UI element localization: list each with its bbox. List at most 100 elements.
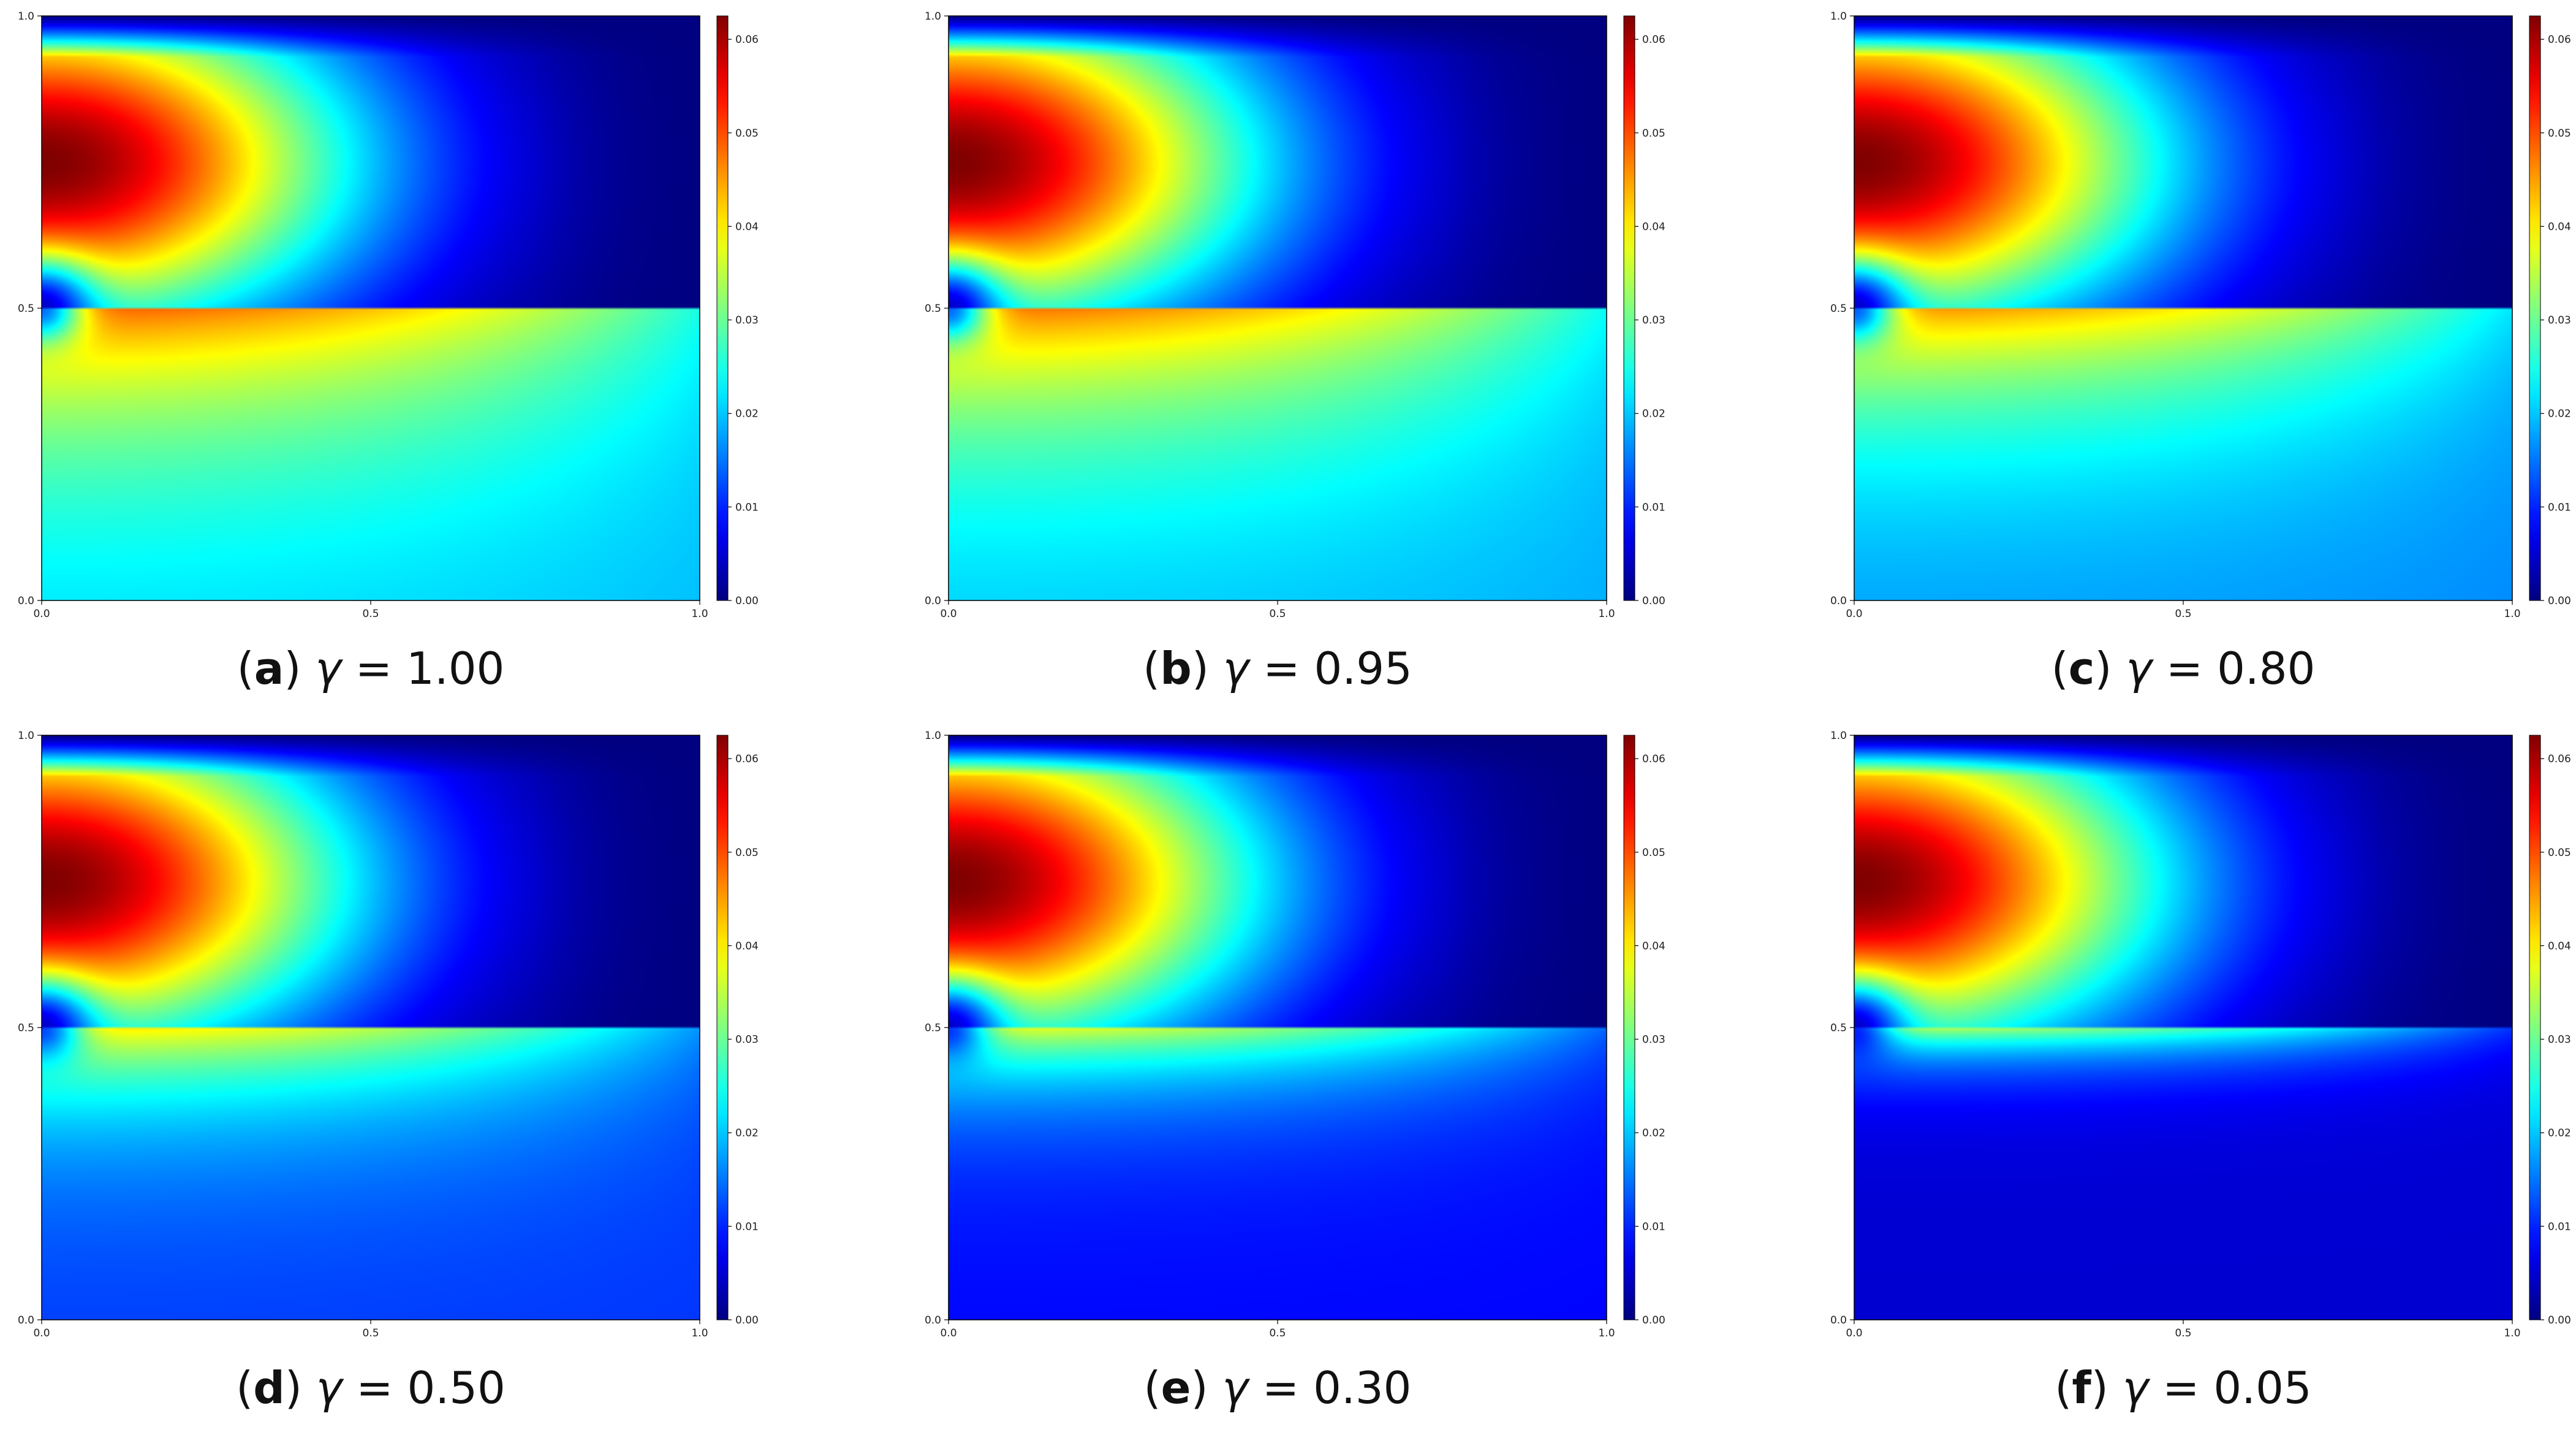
colorbar-tick-label: 0.03 <box>1642 1034 1665 1046</box>
caption-paren-close: ) <box>2094 643 2126 694</box>
x-tick-label: 0.5 <box>2175 608 2191 620</box>
y-tick-label: 0.5 <box>18 303 34 315</box>
x-tick-label: 1.0 <box>2504 608 2520 620</box>
colorbar-tick-label: 0.06 <box>735 753 759 765</box>
colorbar-tick-label: 0.06 <box>1642 753 1665 765</box>
y-tick-label: 0.5 <box>1830 1022 1847 1034</box>
panel-a: 0.0 0.5 1.0 0.0 0.5 1.0 0.00 0.01 0.02 0.03 0.04 0.… <box>18 10 759 694</box>
caption-paren-close: ) <box>1192 643 1223 694</box>
panel-d: 0.0 0.5 1.0 0.0 0.5 1.0 0.00 0.01 0.02 0.03 0.04 0.… <box>18 730 759 1414</box>
caption-letter: b <box>1160 643 1192 694</box>
panel-e: 0.0 0.5 1.0 0.0 0.5 1.0 0.00 0.01 0.02 0.03 0.04 0.… <box>925 730 1665 1414</box>
colorbar-tick-label: 0.02 <box>1642 1127 1665 1140</box>
x-tick-label: 0.5 <box>362 608 379 620</box>
panel-f: 0.0 0.5 1.0 0.0 0.5 1.0 0.00 0.01 0.02 0.03 0.04 0.… <box>1830 730 2571 1414</box>
colorbar-tick-label: 0.01 <box>2548 1221 2571 1233</box>
colorbar-tick-label: 0.04 <box>2548 221 2571 233</box>
x-tick-label: 0.0 <box>33 608 50 620</box>
x-tick-label: 0.0 <box>1846 608 1862 620</box>
caption-paren-close: ) <box>284 643 315 694</box>
x-tick-label: 1.0 <box>1598 1327 1615 1339</box>
y-tick-label: 0.5 <box>1830 303 1847 315</box>
caption-value: 0.50 <box>407 1362 506 1414</box>
caption-paren-open: ( <box>1144 1362 1161 1414</box>
panel-caption: (a) γ = 1.00 <box>237 643 505 694</box>
colorbar-tick-label: 0.05 <box>1642 127 1665 140</box>
y-tick-label: 1.0 <box>1830 730 1847 742</box>
panel-caption: (e) γ = 0.30 <box>1144 1362 1412 1414</box>
colorbar-tick-label: 0.00 <box>735 595 759 607</box>
caption-letter: e <box>1161 1362 1191 1414</box>
colorbar-tick-label: 0.06 <box>2548 753 2571 765</box>
colorbar-tick-label: 0.00 <box>2548 595 2571 607</box>
heatmap-image <box>1854 735 2512 1320</box>
panels: 0.0 0.5 1.0 0.0 0.5 1.0 0.00 0.01 0.02 0.03 0.04 0.… <box>18 10 2571 1414</box>
colorbar-tick-label: 0.01 <box>735 1221 759 1233</box>
panel-caption: (d) γ = 0.50 <box>236 1362 506 1414</box>
caption-symbol: γ <box>2126 643 2154 694</box>
caption-paren-close: ) <box>2091 1362 2123 1414</box>
colorbar-tick-label: 0.03 <box>2548 314 2571 327</box>
y-tick-label: 0.0 <box>925 1314 941 1327</box>
panel-caption: (c) γ = 0.80 <box>2051 643 2316 694</box>
colorbar-tick-label: 0.00 <box>1642 1314 1665 1327</box>
colorbar-tick-label: 0.03 <box>735 314 759 327</box>
colorbar-tick-label: 0.03 <box>1642 314 1665 327</box>
colorbar-tick-label: 0.00 <box>2548 1314 2571 1327</box>
caption-operator: = <box>1249 643 1314 694</box>
colorbar-tick-label: 0.05 <box>735 847 759 859</box>
colorbar-tick-label: 0.01 <box>1642 1221 1665 1233</box>
caption-paren-open: ( <box>237 643 254 694</box>
colorbar-tick-label: 0.03 <box>2548 1034 2571 1046</box>
colorbar <box>2529 15 2541 601</box>
caption-value: 0.05 <box>2213 1362 2311 1414</box>
caption-symbol: γ <box>316 1362 344 1414</box>
colorbar-tick-label: 0.03 <box>735 1034 759 1046</box>
panel-caption: (b) γ = 0.95 <box>1143 643 1412 694</box>
colorbar-tick-label: 0.04 <box>1642 221 1665 233</box>
y-tick-label: 0.5 <box>925 303 941 315</box>
colorbar-tick-label: 0.06 <box>1642 34 1665 46</box>
colorbar-tick-label: 0.04 <box>2548 940 2571 952</box>
y-tick-label: 0.0 <box>18 595 34 607</box>
x-tick-label: 1.0 <box>2504 1327 2520 1339</box>
colorbar-tick-label: 0.05 <box>2548 127 2571 140</box>
y-tick-label: 1.0 <box>18 10 34 23</box>
colorbar-tick-label: 0.04 <box>735 940 759 952</box>
colorbar <box>716 15 729 601</box>
colorbar-tick-label: 0.06 <box>735 34 759 46</box>
x-tick-label: 1.0 <box>691 1327 708 1339</box>
y-tick-label: 1.0 <box>925 10 941 23</box>
y-tick-label: 1.0 <box>1830 10 1847 23</box>
caption-value: 1.00 <box>406 643 504 694</box>
colorbar-tick-label: 0.05 <box>1642 847 1665 859</box>
caption-operator: = <box>341 643 406 694</box>
colorbar-tick-label: 0.04 <box>735 221 759 233</box>
y-tick-label: 0.0 <box>18 1314 34 1327</box>
caption-letter: f <box>2072 1362 2091 1414</box>
x-tick-label: 0.0 <box>940 1327 957 1339</box>
panel-caption: (f) γ = 0.05 <box>2055 1362 2311 1414</box>
panel-b: 0.0 0.5 1.0 0.0 0.5 1.0 0.00 0.01 0.02 0.03 0.04 0.… <box>925 10 1665 694</box>
colorbar-tick-label: 0.01 <box>2548 501 2571 513</box>
heatmap-image <box>42 16 700 600</box>
colorbar-tick-label: 0.06 <box>2548 34 2571 46</box>
heatmap-image <box>949 735 1607 1320</box>
colorbar <box>1623 735 1635 1320</box>
colorbar-tick-label: 0.00 <box>735 1314 759 1327</box>
x-tick-label: 1.0 <box>691 608 708 620</box>
y-tick-label: 0.5 <box>925 1022 941 1034</box>
caption-paren-open: ( <box>2055 1362 2072 1414</box>
colorbar-tick-label: 0.02 <box>735 1127 759 1140</box>
colorbar-tick-label: 0.02 <box>2548 408 2571 420</box>
heatmap-image <box>1854 16 2512 600</box>
y-tick-label: 1.0 <box>18 730 34 742</box>
colorbar-tick-label: 0.00 <box>1642 595 1665 607</box>
caption-symbol: γ <box>1223 643 1251 694</box>
caption-symbol: γ <box>1222 1362 1250 1414</box>
caption-symbol: γ <box>315 643 343 694</box>
caption-letter: c <box>2069 643 2095 694</box>
heatmap-image <box>42 735 700 1320</box>
colorbar-tick-label: 0.05 <box>735 127 759 140</box>
